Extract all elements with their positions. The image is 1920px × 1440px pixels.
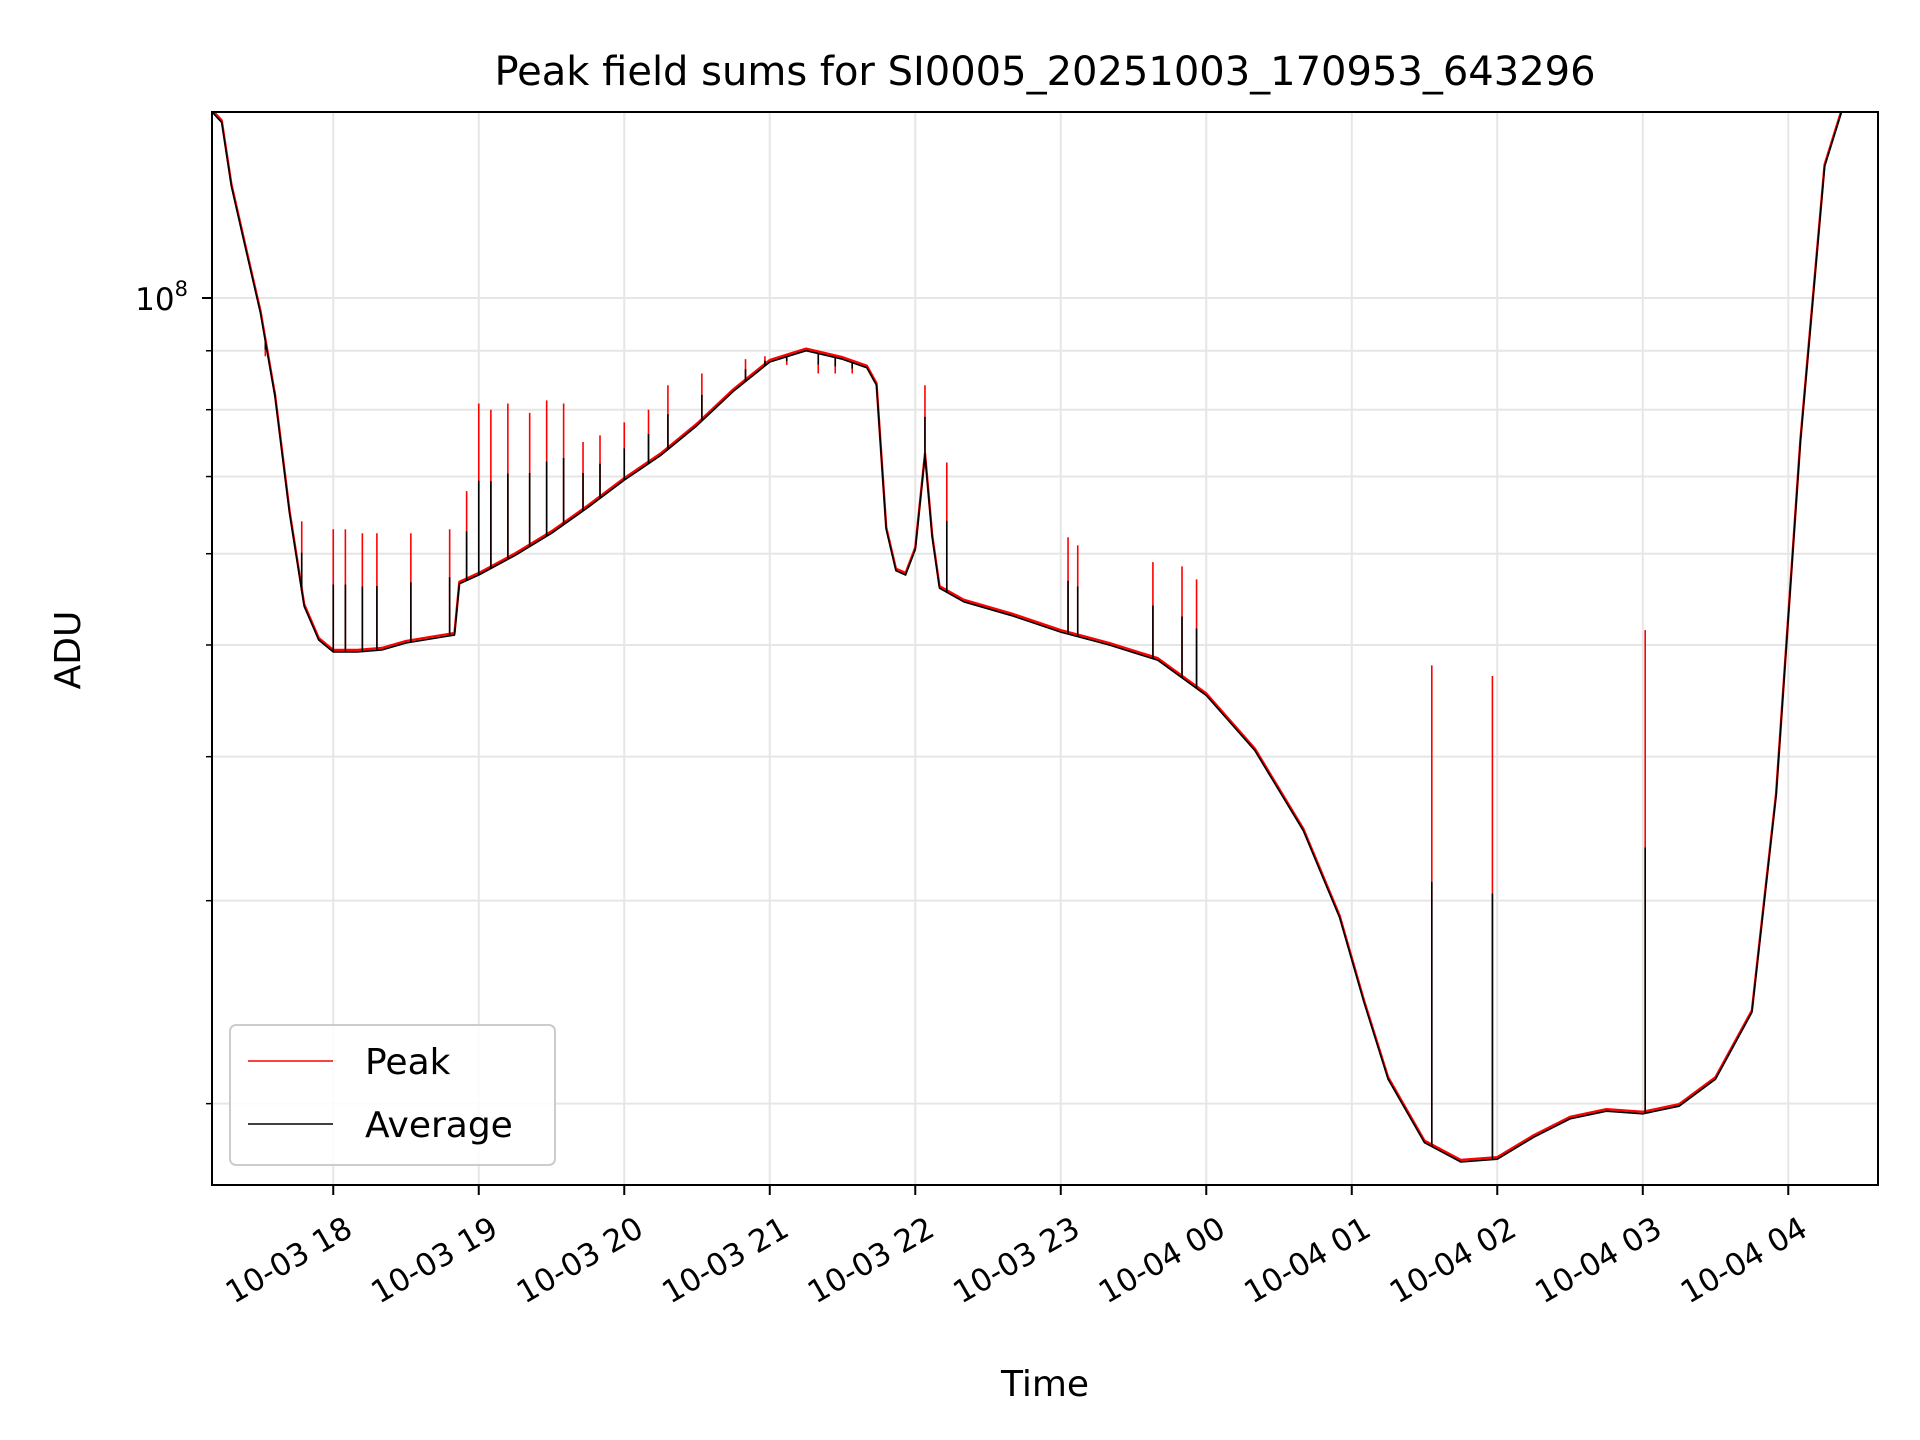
legend-average-label: Average bbox=[365, 1105, 513, 1146]
series-line-average bbox=[212, 112, 1878, 1163]
y-tick-label: 108 bbox=[135, 277, 188, 318]
chart-title: Peak field sums for SI0005_20251003_1709… bbox=[494, 49, 1595, 95]
x-axis-label: Time bbox=[1000, 1364, 1089, 1405]
legend-peak-label: Peak bbox=[365, 1042, 451, 1083]
series-layer bbox=[212, 112, 1878, 1163]
legend: Peak Average bbox=[229, 1024, 556, 1166]
y-axis-label: ADU bbox=[48, 611, 89, 690]
legend-frame bbox=[229, 1024, 556, 1166]
y-axis: 108 bbox=[135, 277, 212, 1105]
series-line-peak bbox=[212, 112, 1843, 1162]
grid-lines bbox=[212, 112, 1878, 1185]
plot-frame bbox=[211, 111, 1879, 1186]
